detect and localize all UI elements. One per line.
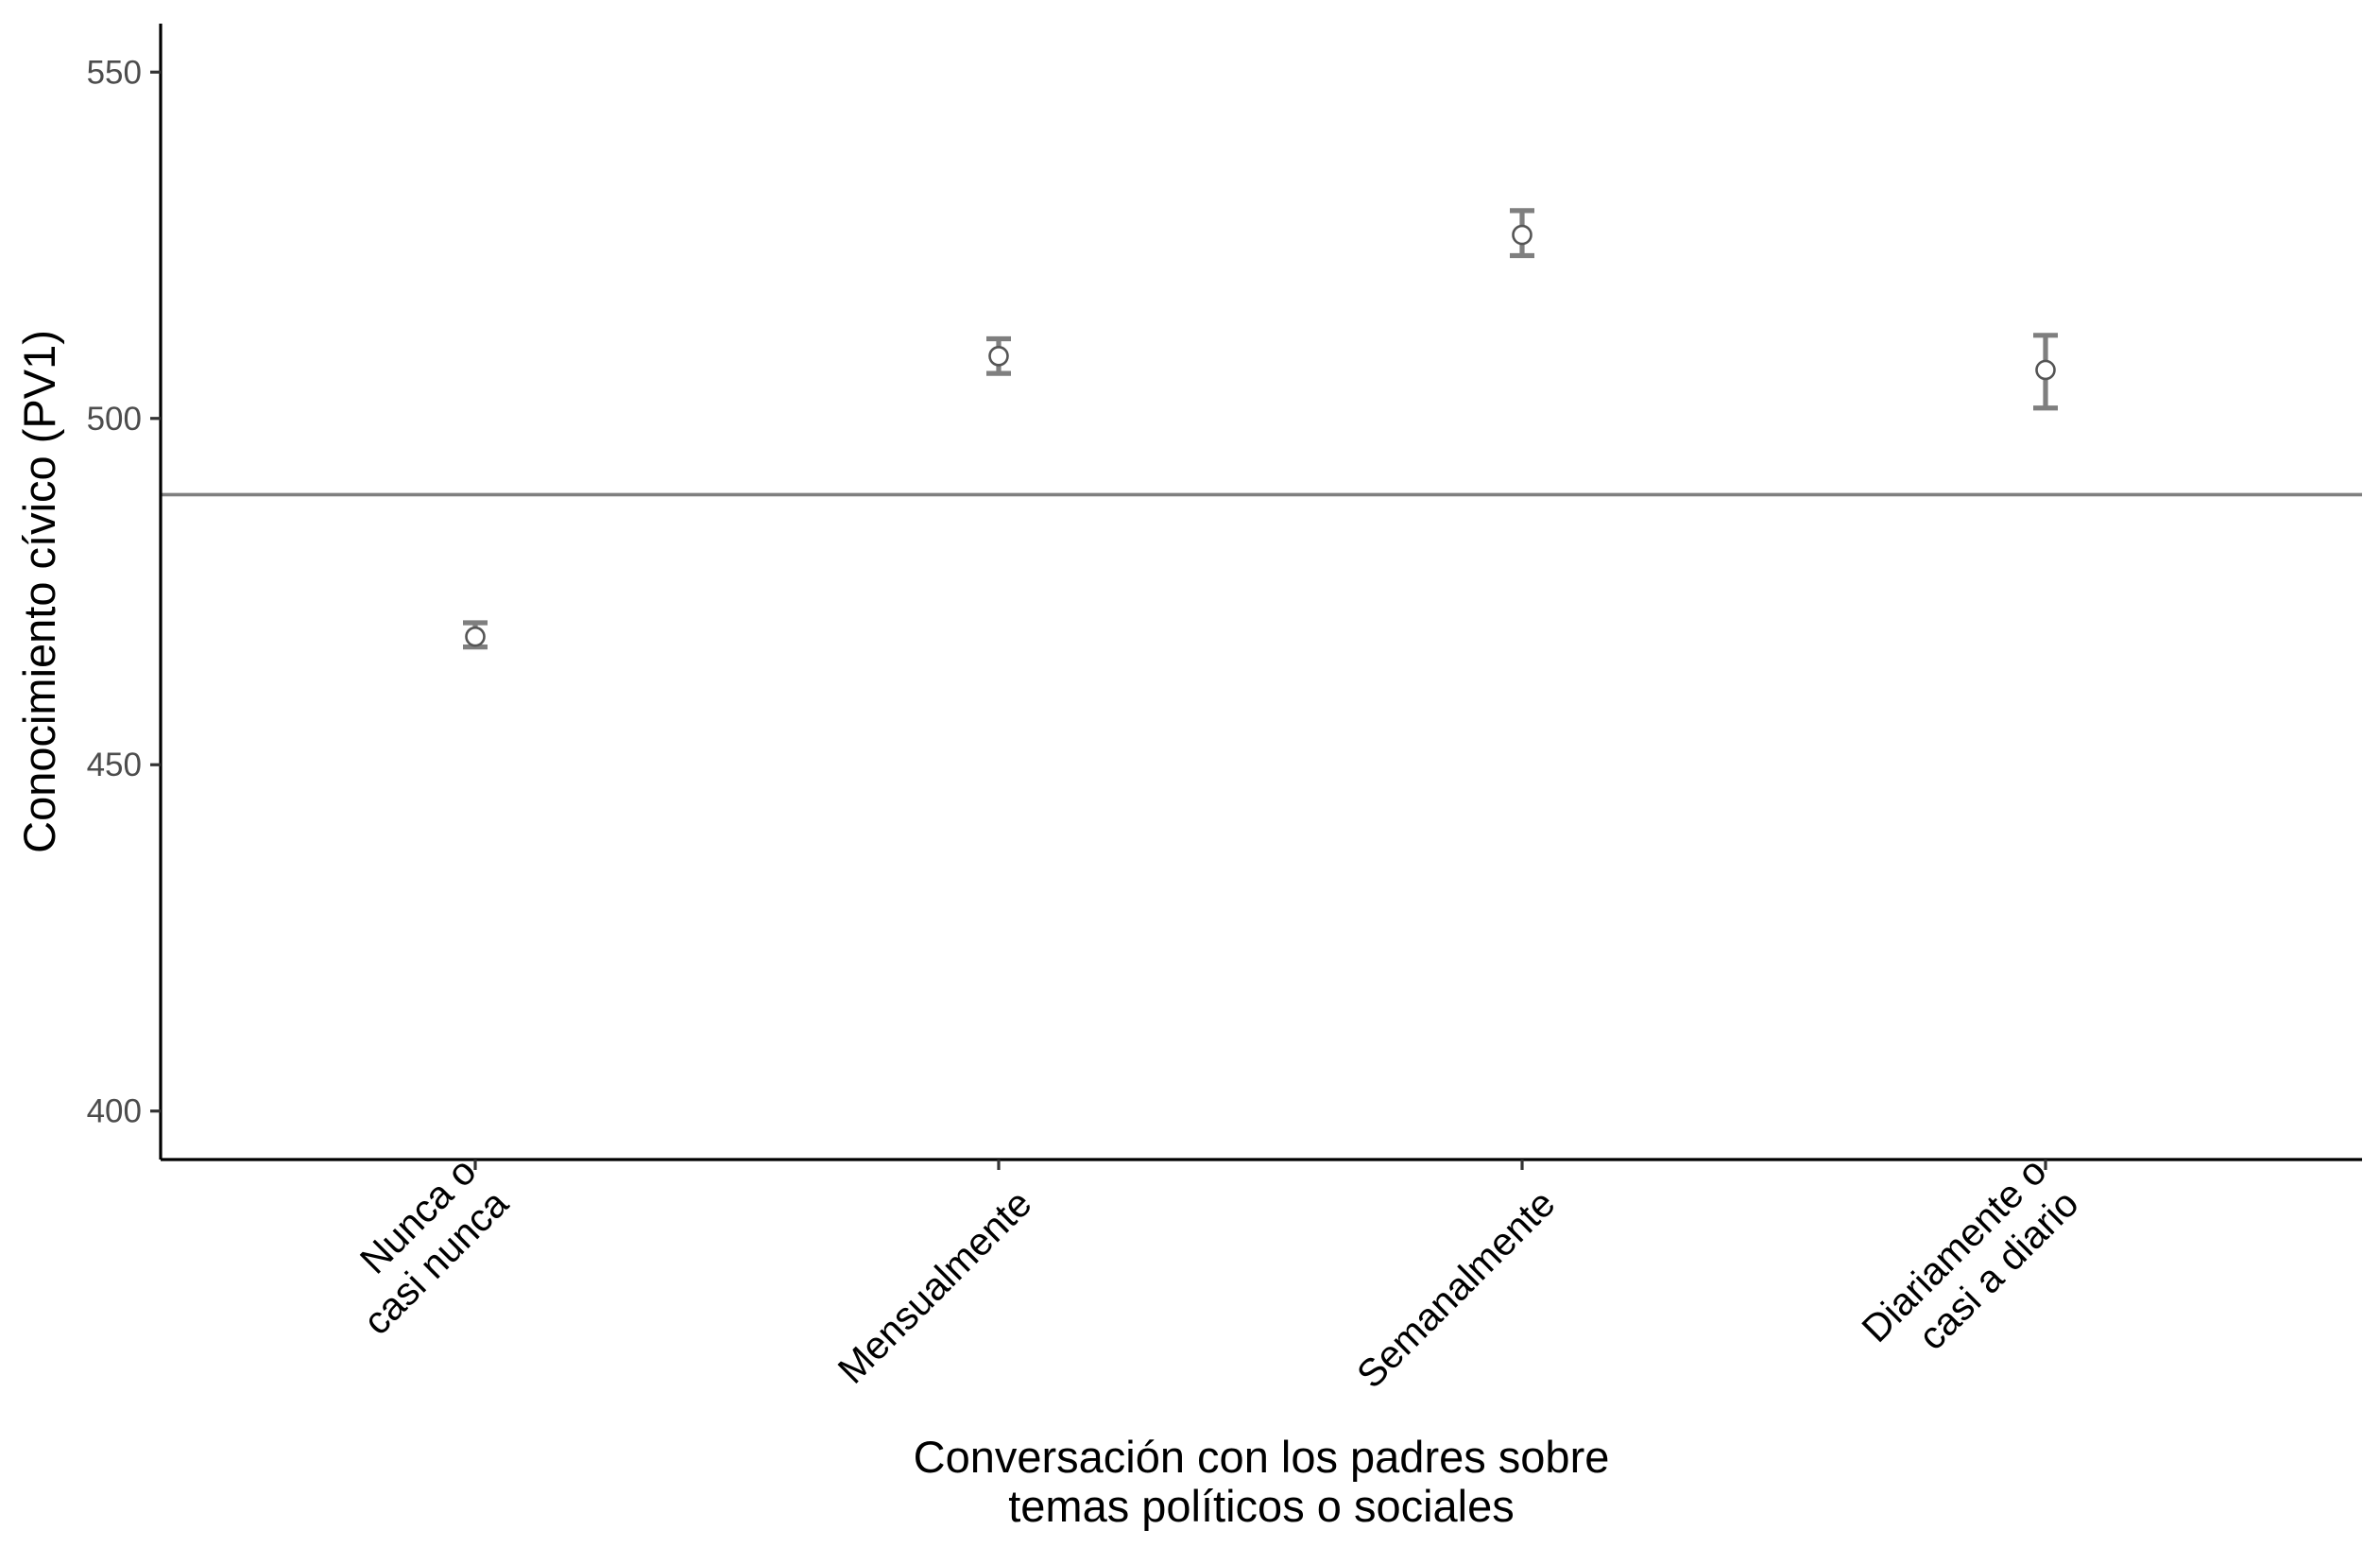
data-marks-layer [463, 208, 2058, 650]
data-point [465, 626, 486, 647]
axis-titles-layer: Conocimiento cívico (PV1) Conversación c… [14, 330, 1609, 1531]
x-axis-title: Conversación con los padres sobre temas p… [914, 1432, 1610, 1531]
x-tick-label-group: Semanalmente [1348, 1181, 1564, 1397]
y-ticks-layer: 400 450 500 550 [87, 54, 161, 1130]
x-tick-label: Semanalmente [1348, 1181, 1564, 1397]
y-tick-label: 550 [87, 54, 142, 91]
y-tick-label: 500 [87, 401, 142, 438]
axes-layer [159, 24, 2362, 1161]
x-axis-title-line: Conversación con los padres sobre [914, 1432, 1610, 1482]
x-tick-label: Mensualmente [830, 1181, 1040, 1392]
y-tick-label: 450 [87, 747, 142, 783]
data-point [2035, 359, 2056, 381]
data-point [988, 346, 1009, 367]
data-point [1512, 224, 1532, 246]
y-axis-title: Conocimiento cívico (PV1) [14, 330, 64, 853]
x-axis-title-line: temas políticos o sociales [1008, 1481, 1515, 1531]
y-tick-label: 400 [87, 1093, 142, 1130]
x-tick-label-group: Mensualmente [830, 1181, 1040, 1392]
